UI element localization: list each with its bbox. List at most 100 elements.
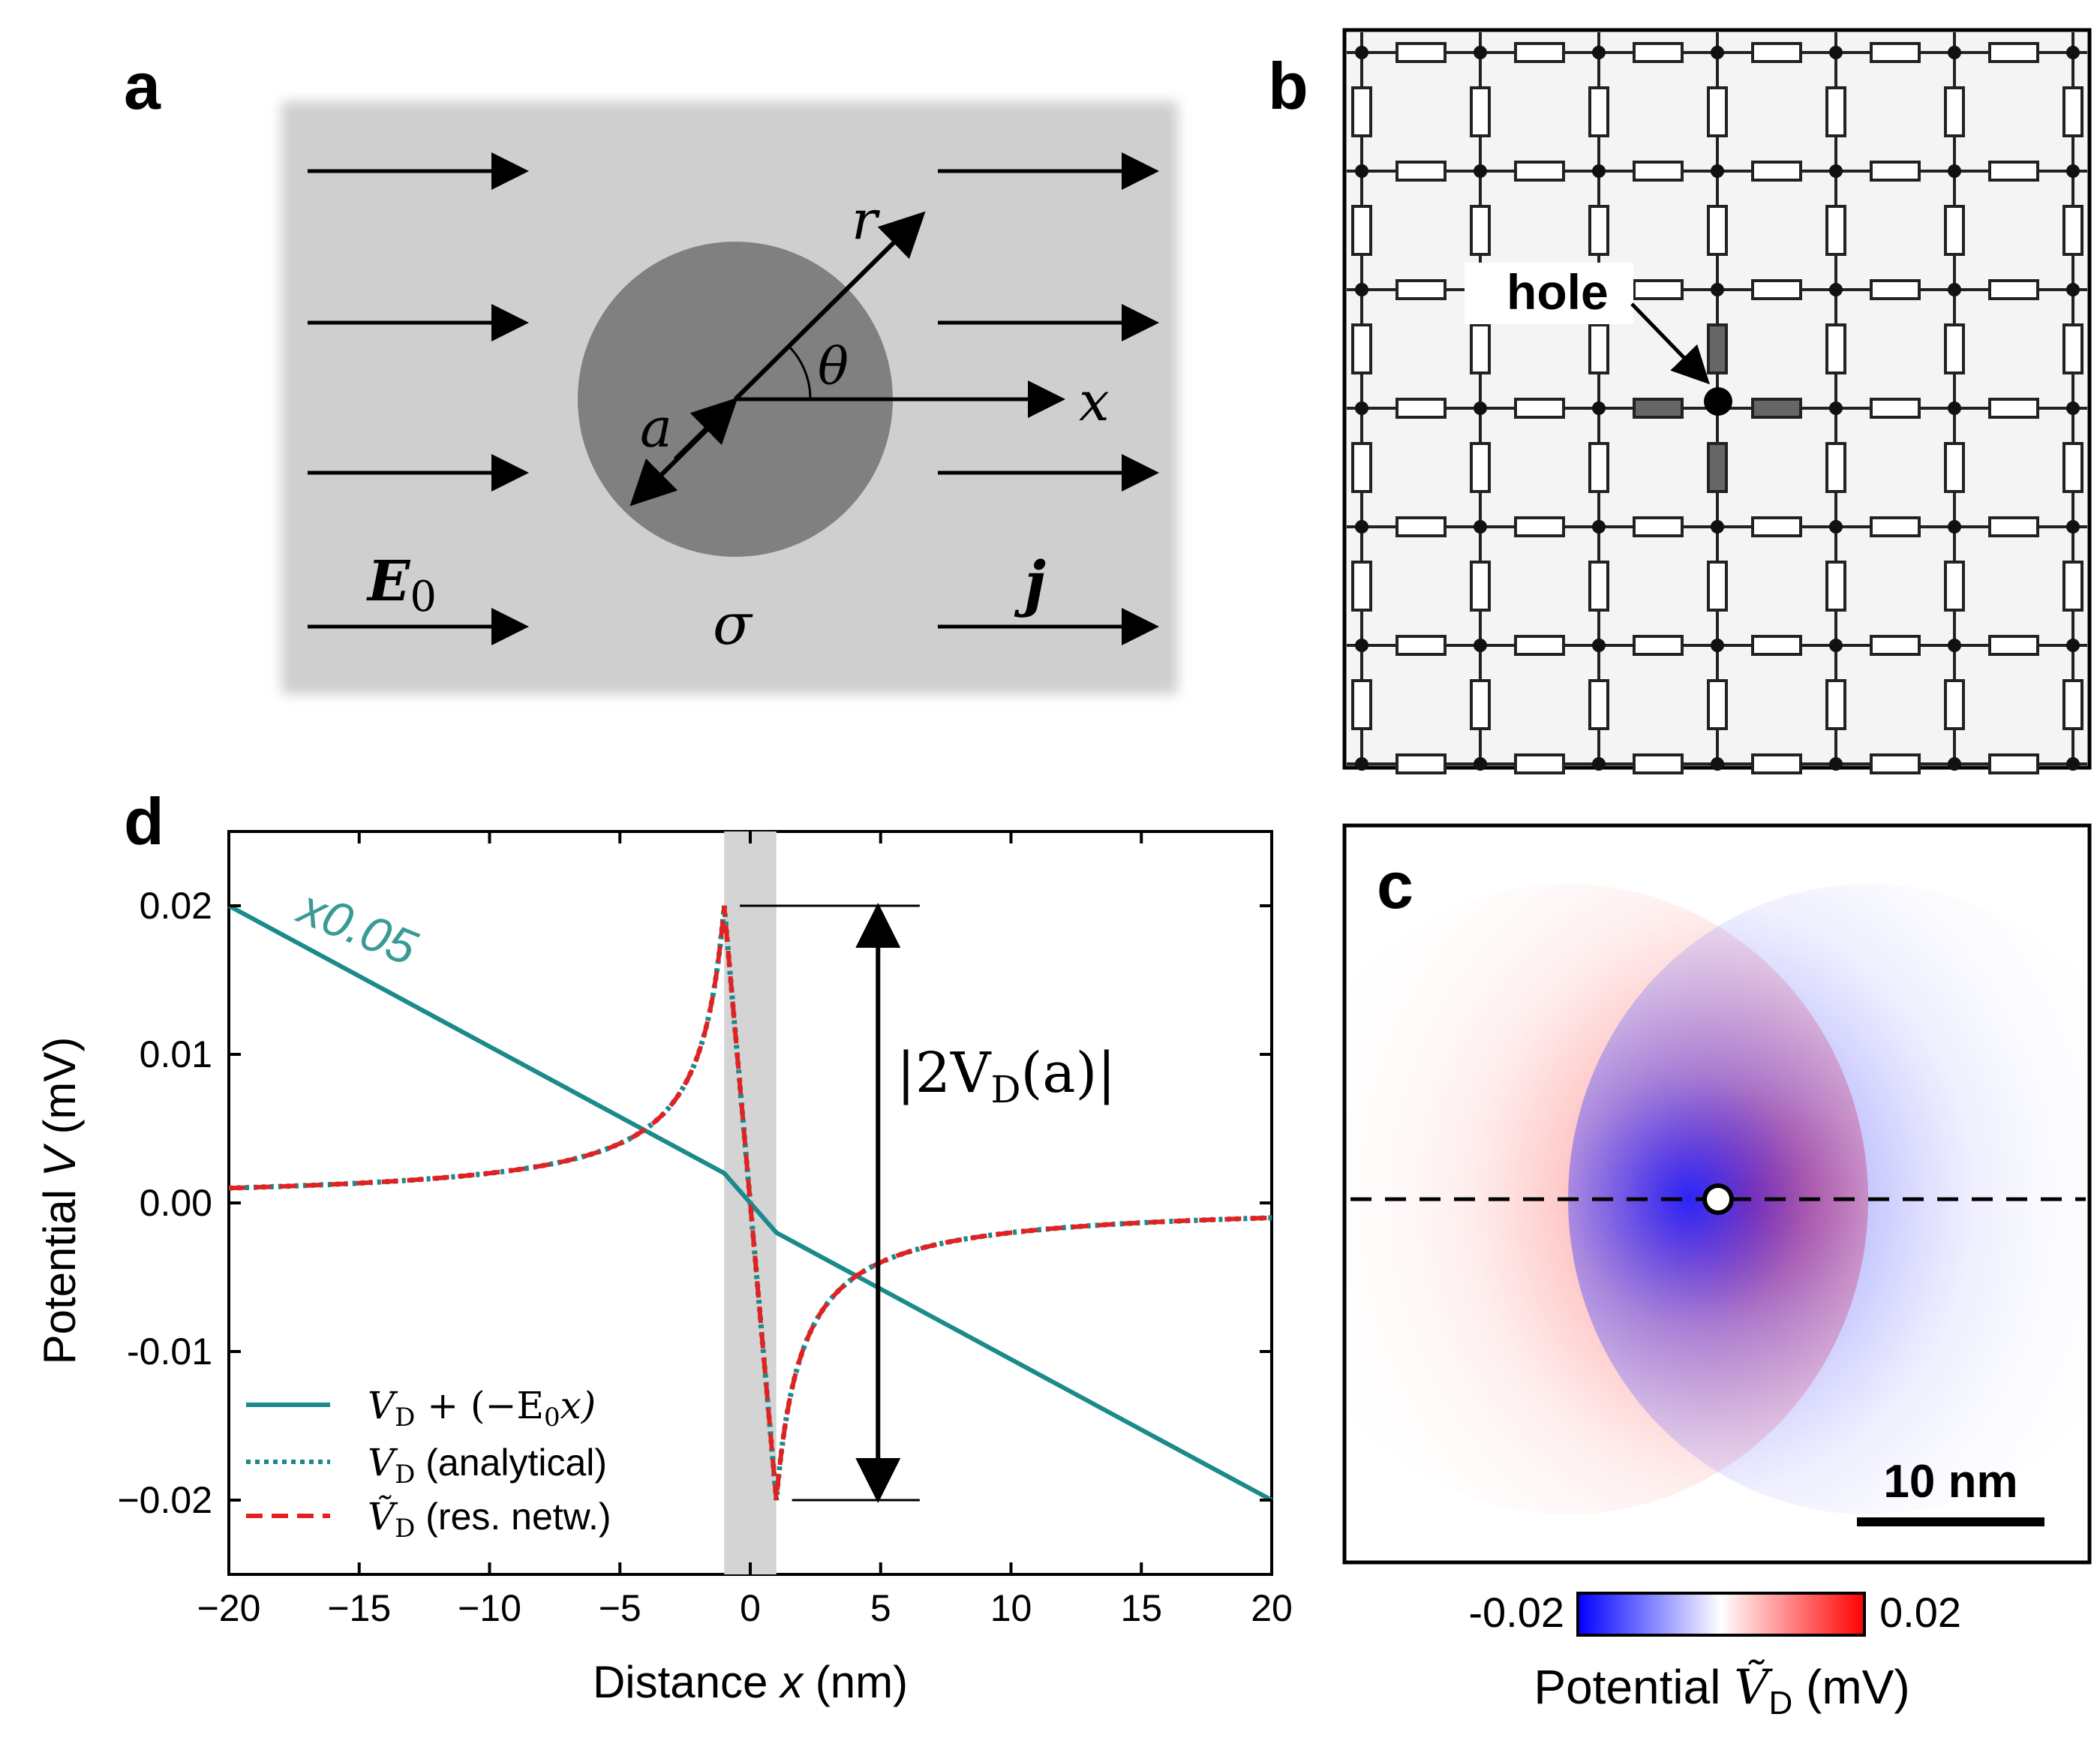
resistor — [1514, 398, 1565, 419]
theta-arc — [787, 344, 812, 400]
resistor — [1707, 86, 1728, 137]
node — [2066, 283, 2080, 296]
node — [1829, 401, 1843, 415]
resistor — [1514, 42, 1565, 63]
panel-letter-c: c — [1377, 848, 1414, 922]
resistor — [1470, 561, 1491, 612]
node — [1592, 639, 1606, 652]
resistor — [1588, 323, 1609, 374]
panel-letter-d: d — [124, 784, 164, 858]
node — [1829, 757, 1843, 771]
resistor — [2062, 561, 2083, 612]
resistor — [1470, 205, 1491, 256]
y-tick-label: 0.00 — [140, 1182, 212, 1224]
current-arrows-right — [938, 152, 1159, 645]
y-tick-label: -0.01 — [127, 1331, 212, 1373]
hole-node — [1704, 387, 1732, 416]
resistor — [2062, 86, 2083, 137]
node — [1355, 401, 1368, 415]
node — [1474, 401, 1487, 415]
node — [2066, 164, 2080, 178]
x-tick-label: −10 — [458, 1587, 521, 1629]
label-r: r — [852, 188, 880, 251]
resistor — [1707, 679, 1728, 730]
colorbar-min: -0.02 — [1468, 1589, 1564, 1636]
resistor — [1395, 279, 1447, 300]
resistor — [1988, 279, 2039, 300]
x-tick-label: −20 — [197, 1587, 261, 1629]
resistor — [2062, 442, 2083, 493]
resistor — [1988, 753, 2039, 774]
node — [1948, 164, 1961, 178]
resistor — [1633, 398, 1684, 419]
resistor — [1351, 323, 1372, 374]
x-tick-label: −15 — [327, 1587, 391, 1629]
node — [1474, 164, 1487, 178]
resistor — [1988, 161, 2039, 182]
y-tick-label: 0.01 — [140, 1033, 212, 1075]
resistor — [1470, 86, 1491, 137]
node — [2066, 757, 2080, 771]
resistor — [1588, 679, 1609, 730]
x-tick-label: 15 — [1120, 1587, 1162, 1629]
resistor — [1707, 561, 1728, 612]
node — [1948, 520, 1961, 534]
node — [1711, 639, 1724, 652]
resistor — [1944, 86, 1965, 137]
node — [1711, 757, 1724, 771]
resistor — [1351, 561, 1372, 612]
resistor — [1870, 516, 1921, 537]
node — [1829, 283, 1843, 296]
x-tick-label: 0 — [740, 1587, 761, 1629]
node — [2066, 639, 2080, 652]
node — [1355, 757, 1368, 771]
node — [1355, 164, 1368, 178]
node — [2066, 46, 2080, 59]
resistor — [1751, 635, 1802, 656]
label-E0: E0 — [366, 549, 437, 621]
negative-lobe — [1568, 884, 2087, 1514]
resistor — [1395, 398, 1447, 419]
panel-d: d −20 −15 −10 −5 0 5 10 15 20 0.02 0.01 0.00 -0.01 −0… — [35, 784, 1293, 1707]
y-tick-label: 0.02 — [140, 885, 212, 927]
resistor — [1470, 442, 1491, 493]
resistor — [1633, 516, 1684, 537]
label-theta: θ — [818, 338, 849, 397]
resistor — [1588, 442, 1609, 493]
legend-label-network: ṼD (res. netw.) — [368, 1494, 611, 1544]
node — [1592, 520, 1606, 534]
colorbar-label: Potential ṼD (mV) — [1534, 1659, 1909, 1721]
resistor — [1751, 161, 1802, 182]
legend: VD + (−E0x) VD (analytical) ṼD (res. net… — [246, 1384, 611, 1544]
resistor — [1470, 679, 1491, 730]
node — [1474, 520, 1487, 534]
node — [1948, 283, 1961, 296]
panel-letter-b: b — [1268, 49, 1308, 123]
resistor — [1707, 323, 1728, 374]
resistor — [1514, 753, 1565, 774]
hole-label: hole — [1507, 264, 1609, 320]
resistor — [1633, 279, 1684, 300]
series-network-line — [229, 905, 1272, 1501]
resistor — [1870, 161, 1921, 182]
resistor — [1707, 205, 1728, 256]
resistor — [1751, 42, 1802, 63]
resistor — [1395, 516, 1447, 537]
resistor — [2062, 205, 2083, 256]
resistor — [1395, 635, 1447, 656]
node — [2066, 520, 2080, 534]
resistor — [1751, 753, 1802, 774]
resistor — [1633, 635, 1684, 656]
resistor — [1751, 516, 1802, 537]
x-tick-label: 10 — [990, 1587, 1032, 1629]
node — [1829, 520, 1843, 534]
node — [1711, 46, 1724, 59]
resistor — [1514, 516, 1565, 537]
resistor — [1751, 398, 1802, 419]
panel-letter-a: a — [124, 49, 161, 123]
x-tick-label: 20 — [1251, 1587, 1293, 1629]
legend-label-total: VD + (−E0x) — [368, 1384, 596, 1433]
field-arrows-left — [308, 152, 529, 645]
resistor — [1870, 42, 1921, 63]
resistor — [1514, 635, 1565, 656]
